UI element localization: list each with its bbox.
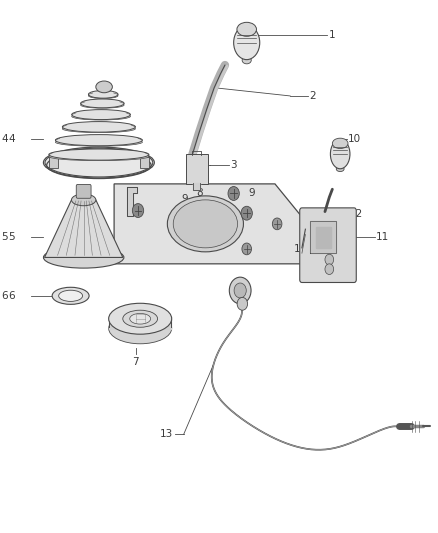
Polygon shape (316, 227, 331, 248)
Polygon shape (114, 184, 305, 264)
Ellipse shape (71, 194, 96, 206)
Ellipse shape (49, 152, 149, 160)
Polygon shape (109, 319, 172, 329)
FancyBboxPatch shape (300, 208, 356, 282)
Text: 9: 9 (181, 194, 188, 204)
Text: 3: 3 (231, 160, 237, 170)
Ellipse shape (62, 122, 135, 132)
Text: 8: 8 (196, 189, 202, 198)
Text: 7: 7 (133, 357, 139, 367)
Text: 10: 10 (348, 134, 361, 143)
Text: 2: 2 (310, 91, 316, 101)
Text: 1: 1 (329, 30, 336, 39)
Text: 4: 4 (1, 134, 7, 143)
Ellipse shape (173, 200, 237, 248)
Text: 12: 12 (293, 244, 307, 254)
Polygon shape (193, 183, 200, 190)
Circle shape (325, 254, 334, 265)
Ellipse shape (330, 139, 350, 169)
Ellipse shape (233, 26, 260, 60)
Ellipse shape (88, 91, 118, 98)
Ellipse shape (167, 196, 244, 252)
Ellipse shape (88, 93, 118, 99)
Text: 4: 4 (8, 134, 15, 143)
Bar (49, 157, 57, 168)
Circle shape (132, 204, 144, 217)
Circle shape (228, 187, 239, 200)
Text: 5: 5 (1, 232, 7, 242)
Circle shape (237, 297, 247, 310)
Ellipse shape (52, 287, 89, 304)
Ellipse shape (81, 99, 124, 108)
Ellipse shape (72, 110, 131, 119)
Ellipse shape (72, 113, 131, 120)
Polygon shape (45, 200, 123, 257)
Ellipse shape (81, 102, 124, 108)
Ellipse shape (55, 138, 142, 146)
Text: 6: 6 (1, 291, 7, 301)
Ellipse shape (123, 310, 158, 327)
Circle shape (272, 218, 282, 230)
Circle shape (242, 243, 251, 255)
FancyBboxPatch shape (76, 184, 91, 198)
Text: 9: 9 (248, 189, 254, 198)
Ellipse shape (336, 166, 344, 172)
Text: 6: 6 (8, 291, 15, 301)
Ellipse shape (55, 135, 142, 146)
Ellipse shape (45, 148, 153, 177)
Ellipse shape (96, 81, 113, 93)
Ellipse shape (109, 313, 172, 344)
Circle shape (241, 206, 252, 220)
Polygon shape (310, 221, 336, 253)
Ellipse shape (237, 22, 257, 36)
Text: 11: 11 (376, 232, 389, 242)
Circle shape (325, 264, 334, 274)
Circle shape (234, 283, 246, 298)
Ellipse shape (109, 303, 172, 334)
FancyBboxPatch shape (186, 154, 208, 184)
Polygon shape (127, 187, 137, 216)
Ellipse shape (49, 149, 149, 160)
Ellipse shape (130, 313, 151, 324)
Ellipse shape (242, 56, 251, 64)
Text: 5: 5 (8, 232, 15, 242)
Text: 13: 13 (159, 430, 173, 439)
Bar (140, 157, 149, 168)
Ellipse shape (43, 247, 124, 268)
Ellipse shape (62, 125, 135, 133)
Ellipse shape (59, 290, 83, 302)
Text: 12: 12 (350, 209, 364, 219)
Ellipse shape (332, 138, 348, 149)
Circle shape (230, 277, 251, 304)
